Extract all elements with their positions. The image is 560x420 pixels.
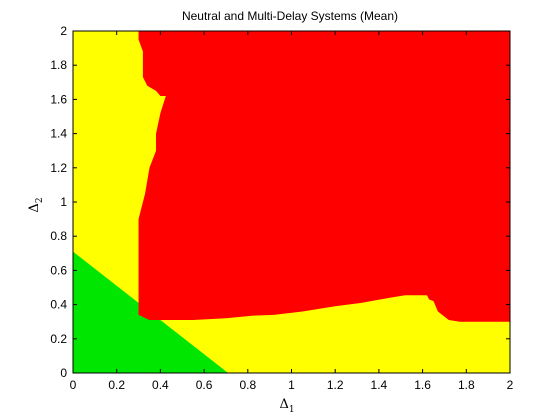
x-tick-label: 0 bbox=[70, 378, 77, 392]
y-tick-label: 1.6 bbox=[50, 92, 67, 106]
x-tick-label: 1 bbox=[288, 378, 295, 392]
x-tick-label: 0.4 bbox=[152, 378, 169, 392]
y-axis-ticks: 0 0.2 0.4 0.6 0.8 1 1.2 1.4 1.6 1.8 2 bbox=[50, 24, 510, 380]
x-tick-label: 1.2 bbox=[327, 378, 344, 392]
y-tick-label: 2 bbox=[60, 24, 67, 38]
x-axis-ticks: 0 0.2 0.4 0.6 0.8 1 1.2 1.4 1.6 1.8 2 bbox=[70, 31, 514, 392]
x-tick-label: 0.6 bbox=[196, 378, 213, 392]
x-tick-label: 1.8 bbox=[458, 378, 475, 392]
x-tick-label: 0.8 bbox=[239, 378, 256, 392]
region-green bbox=[73, 251, 229, 373]
y-axis-label: Δ2 bbox=[27, 197, 45, 212]
y-tick-label: 1.2 bbox=[50, 161, 67, 175]
y-axis-label-main: Δ bbox=[27, 203, 42, 212]
y-tick-label: 1 bbox=[60, 195, 67, 209]
region-red bbox=[138, 31, 511, 322]
region-layer bbox=[73, 31, 511, 373]
x-tick-label: 1.4 bbox=[371, 378, 388, 392]
chart-title: Neutral and Multi-Delay Systems (Mean) bbox=[182, 9, 398, 23]
y-tick-label: 0 bbox=[60, 366, 67, 380]
x-tick-label: 0.2 bbox=[108, 378, 125, 392]
x-axis-label-subscript: 1 bbox=[289, 405, 295, 415]
y-tick-label: 1.4 bbox=[50, 127, 67, 141]
y-tick-label: 0.4 bbox=[50, 298, 67, 312]
plot-area: 0 0.2 0.4 0.6 0.8 1 1.2 1.4 1.6 1.8 2 0 0.2 0.4 0.6 0.… bbox=[50, 24, 513, 392]
y-tick-label: 0.8 bbox=[50, 229, 67, 243]
x-axis-label-main: Δ bbox=[279, 397, 288, 412]
y-tick-label: 0.6 bbox=[50, 263, 67, 277]
y-tick-label: 0.2 bbox=[50, 332, 67, 346]
x-tick-label: 1.6 bbox=[414, 378, 431, 392]
x-axis-label: Δ1 bbox=[279, 397, 294, 415]
x-tick-label: 2 bbox=[507, 378, 514, 392]
y-tick-label: 1.8 bbox=[50, 58, 67, 72]
y-axis-label-subscript: 2 bbox=[35, 197, 45, 203]
